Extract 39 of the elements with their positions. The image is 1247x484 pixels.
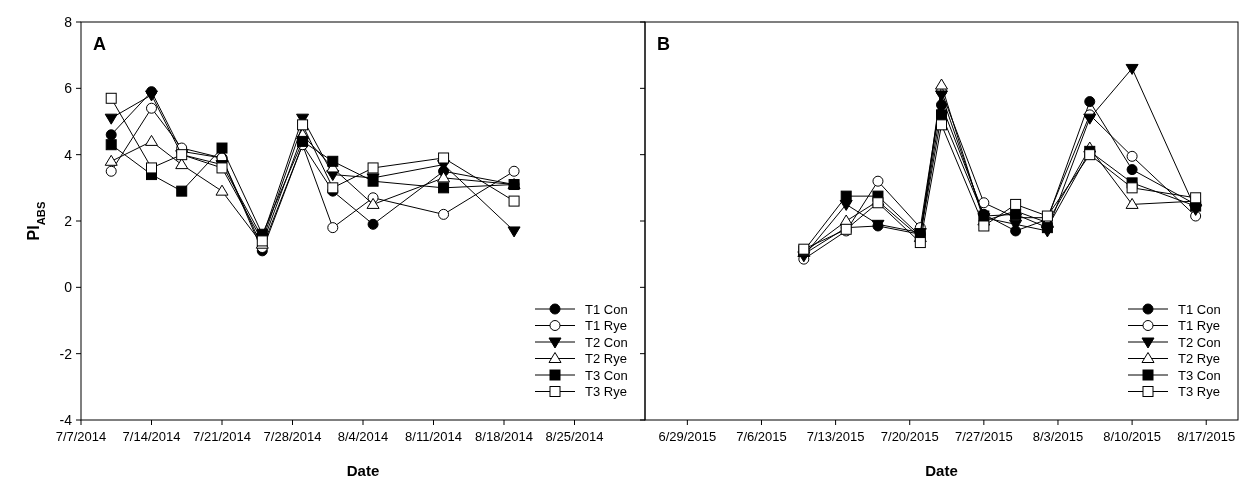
y-tick-label: -4 — [59, 412, 73, 428]
x-tick-label: 8/25/2014 — [545, 429, 604, 444]
annotation: A — [93, 34, 106, 54]
x-tick-label: 8/11/2014 — [405, 429, 462, 444]
legend-label: T1 Con — [585, 301, 628, 317]
y-tick-label: 8 — [64, 14, 73, 30]
legend-label: T2 Rye — [1178, 351, 1220, 366]
legend-label: T1 Rye — [1178, 318, 1220, 333]
legend-label: T1 Rye — [585, 318, 627, 333]
x-tick-label: 7/6/2015 — [736, 429, 787, 444]
legend-label: T1 Con — [1178, 301, 1221, 317]
legend-label: T3 Con — [1178, 367, 1221, 383]
x-tick-label: 8/18/2014 — [475, 429, 533, 444]
x-tick-label: 7/13/2015 — [806, 429, 865, 444]
annotation: B — [657, 34, 670, 54]
x-tick-label: 8/17/2015 — [1177, 429, 1236, 444]
x-tick-label: 7/27/2015 — [954, 429, 1013, 444]
x-tick-label: 7/28/2014 — [263, 429, 322, 444]
legend-label: T3 Rye — [585, 384, 627, 399]
x-axis-title: Date — [925, 462, 958, 479]
y-tick-label: 4 — [64, 146, 73, 163]
legend-label: T2 Con — [585, 334, 628, 350]
legend-label: T3 Con — [585, 367, 628, 383]
x-tick-label: 7/14/2014 — [122, 429, 181, 444]
y-tick-label: 0 — [64, 279, 73, 296]
x-tick-label: 7/20/2015 — [880, 429, 939, 444]
y-tick-label: 6 — [64, 80, 73, 97]
y-tick-label: 2 — [64, 213, 73, 229]
x-tick-label: 6/29/2015 — [658, 429, 717, 444]
y-tick-label: -2 — [59, 345, 73, 362]
x-tick-label: 8/4/2014 — [337, 429, 389, 444]
x-tick-label: 8/3/2015 — [1032, 429, 1084, 444]
legend-label: T3 Rye — [1178, 384, 1220, 399]
x-tick-label: 7/21/2014 — [193, 429, 251, 444]
legend-label: T2 Rye — [585, 351, 627, 366]
x-axis-title: Date — [346, 462, 380, 479]
legend-label: T2 Con — [1178, 334, 1221, 350]
x-tick-label: 7/7/2014 — [55, 429, 107, 444]
x-tick-label: 8/10/2015 — [1103, 429, 1162, 444]
